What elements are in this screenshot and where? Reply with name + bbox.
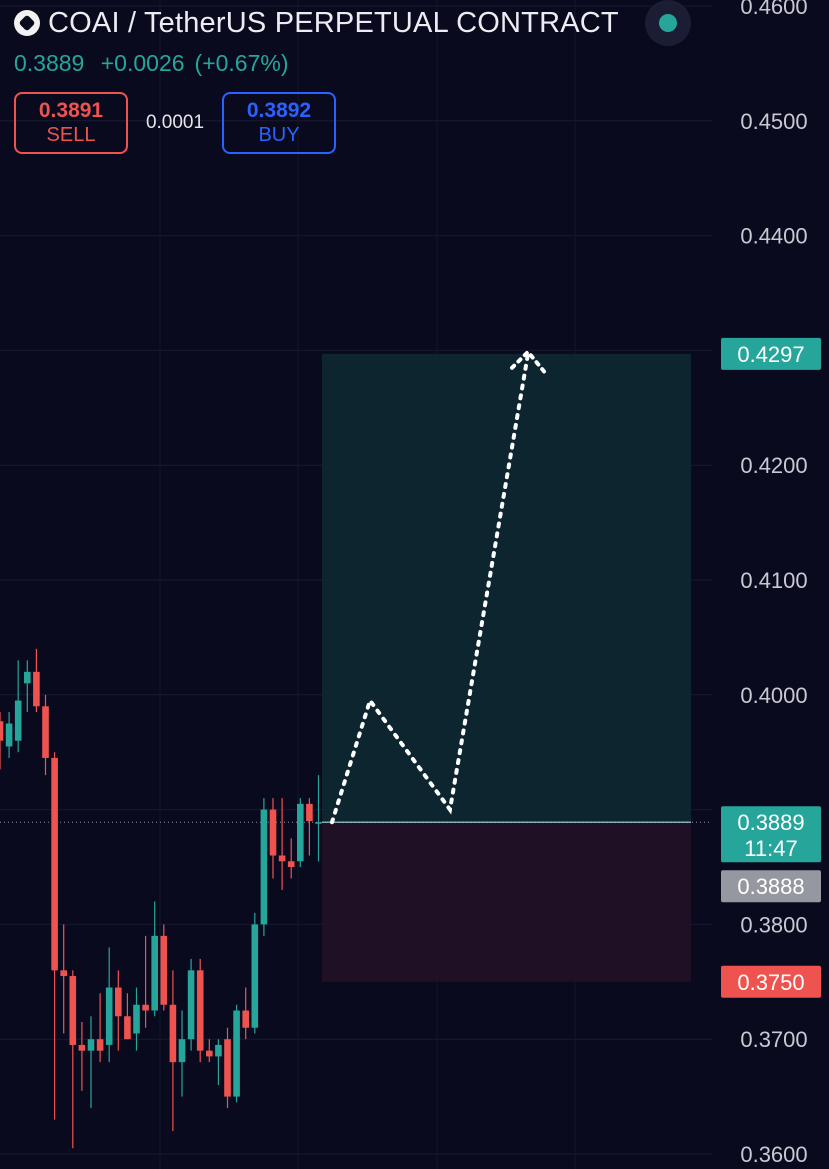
loss-zone: [322, 822, 691, 982]
candle-body: [315, 822, 322, 824]
candle-body: [187, 970, 195, 1040]
buy-button[interactable]: 0.3892 BUY: [222, 92, 336, 154]
candle-body: [33, 671, 40, 707]
previous-price-badge: [721, 870, 821, 903]
candle-body: [133, 1004, 140, 1034]
previous-price-label: 0.3888: [737, 874, 804, 899]
candle-body: [14, 700, 22, 741]
candle-body: [69, 976, 77, 1045]
profit-zone: [322, 353, 691, 823]
candle-body: [124, 1016, 131, 1040]
symbol-title[interactable]: COAI / TetherUS PERPETUAL CONTRACT: [48, 6, 619, 39]
target-price-label: 0.4297: [737, 342, 804, 367]
candle-body: [78, 1044, 86, 1051]
axis-tick-label: 0.4100: [740, 568, 807, 593]
candlestick-series: [0, 648, 322, 1149]
axis-tick-label: 0.4400: [740, 224, 807, 249]
candle-body: [215, 1044, 222, 1057]
sell-price: 0.3891: [38, 99, 104, 122]
quote-row: 0.3889 +0.0026 (+0.67%): [14, 50, 704, 77]
candle-body: [251, 924, 259, 1028]
last-price: 0.3889: [14, 50, 85, 76]
projected-path-line: [330, 351, 530, 825]
candle-body: [297, 803, 304, 862]
candle-body: [60, 970, 67, 977]
candle-body: [115, 987, 122, 1017]
projected-path: [330, 348, 548, 825]
stop-price-label: 0.3750: [737, 970, 804, 995]
candle-body: [0, 721, 4, 741]
axis-tick-label: 0.4600: [740, 0, 807, 19]
candle-body: [278, 855, 286, 862]
price-change-pct: (+0.67%): [194, 50, 289, 76]
sell-label: SELL: [46, 124, 96, 146]
axis-tick-label: 0.4000: [740, 683, 807, 708]
axis-tick-label: 0.3700: [740, 1027, 807, 1052]
trade-buttons: 0.3891 SELL 0.0001 0.3892 BUY: [14, 92, 336, 154]
candle-body: [287, 861, 295, 867]
last-price-countdown: 11:47: [744, 836, 797, 861]
buy-price: 0.3892: [246, 99, 312, 122]
candle-body: [142, 1004, 149, 1011]
axis-tick-label: 0.4500: [740, 109, 807, 134]
market-status-icon[interactable]: [645, 0, 691, 46]
candle-body: [151, 935, 158, 1011]
candle-body: [242, 1010, 249, 1028]
candle-body: [160, 935, 168, 1005]
axis-tick-label: 0.4200: [740, 453, 807, 478]
sell-button[interactable]: 0.3891 SELL: [14, 92, 128, 154]
candle-body: [5, 723, 13, 747]
spread-value: 0.0001: [145, 112, 205, 133]
candle-body: [96, 1039, 104, 1051]
candle-body: [105, 987, 113, 1045]
price-axis[interactable]: 0.3600 0.3700 0.3800 0.4000 0.4100 0.4200 0.44…: [721, 0, 821, 1167]
price-change: +0.0026: [100, 50, 185, 76]
target-price-badge: [721, 337, 821, 370]
candle-body: [269, 809, 277, 856]
stop-price-badge: [721, 965, 821, 998]
candle-body: [178, 1039, 186, 1063]
last-price-label: 0.3889: [737, 810, 804, 835]
coin-logo-icon: [14, 10, 40, 36]
candle-body: [260, 809, 268, 925]
projected-path-arrowhead: [510, 348, 548, 376]
candle-body: [51, 757, 58, 971]
candle-body: [169, 1004, 177, 1063]
candle-body: [87, 1039, 95, 1051]
candle-body: [224, 1039, 231, 1097]
candle-body: [42, 706, 49, 758]
candle-body: [306, 803, 313, 822]
last-price-badge: [721, 806, 821, 863]
symbol-header: COAI / TetherUS PERPETUAL CONTRACT 0.388…: [14, 4, 704, 154]
candle-body: [206, 1050, 213, 1057]
position-zones: [0, 353, 712, 982]
candle-body: [24, 671, 31, 684]
buy-label: BUY: [258, 124, 300, 146]
candle-body: [233, 1010, 240, 1097]
candle-body: [196, 970, 204, 1051]
axis-tick-label: 0.3800: [740, 912, 807, 937]
axis-tick-label: 0.3600: [740, 1142, 807, 1167]
